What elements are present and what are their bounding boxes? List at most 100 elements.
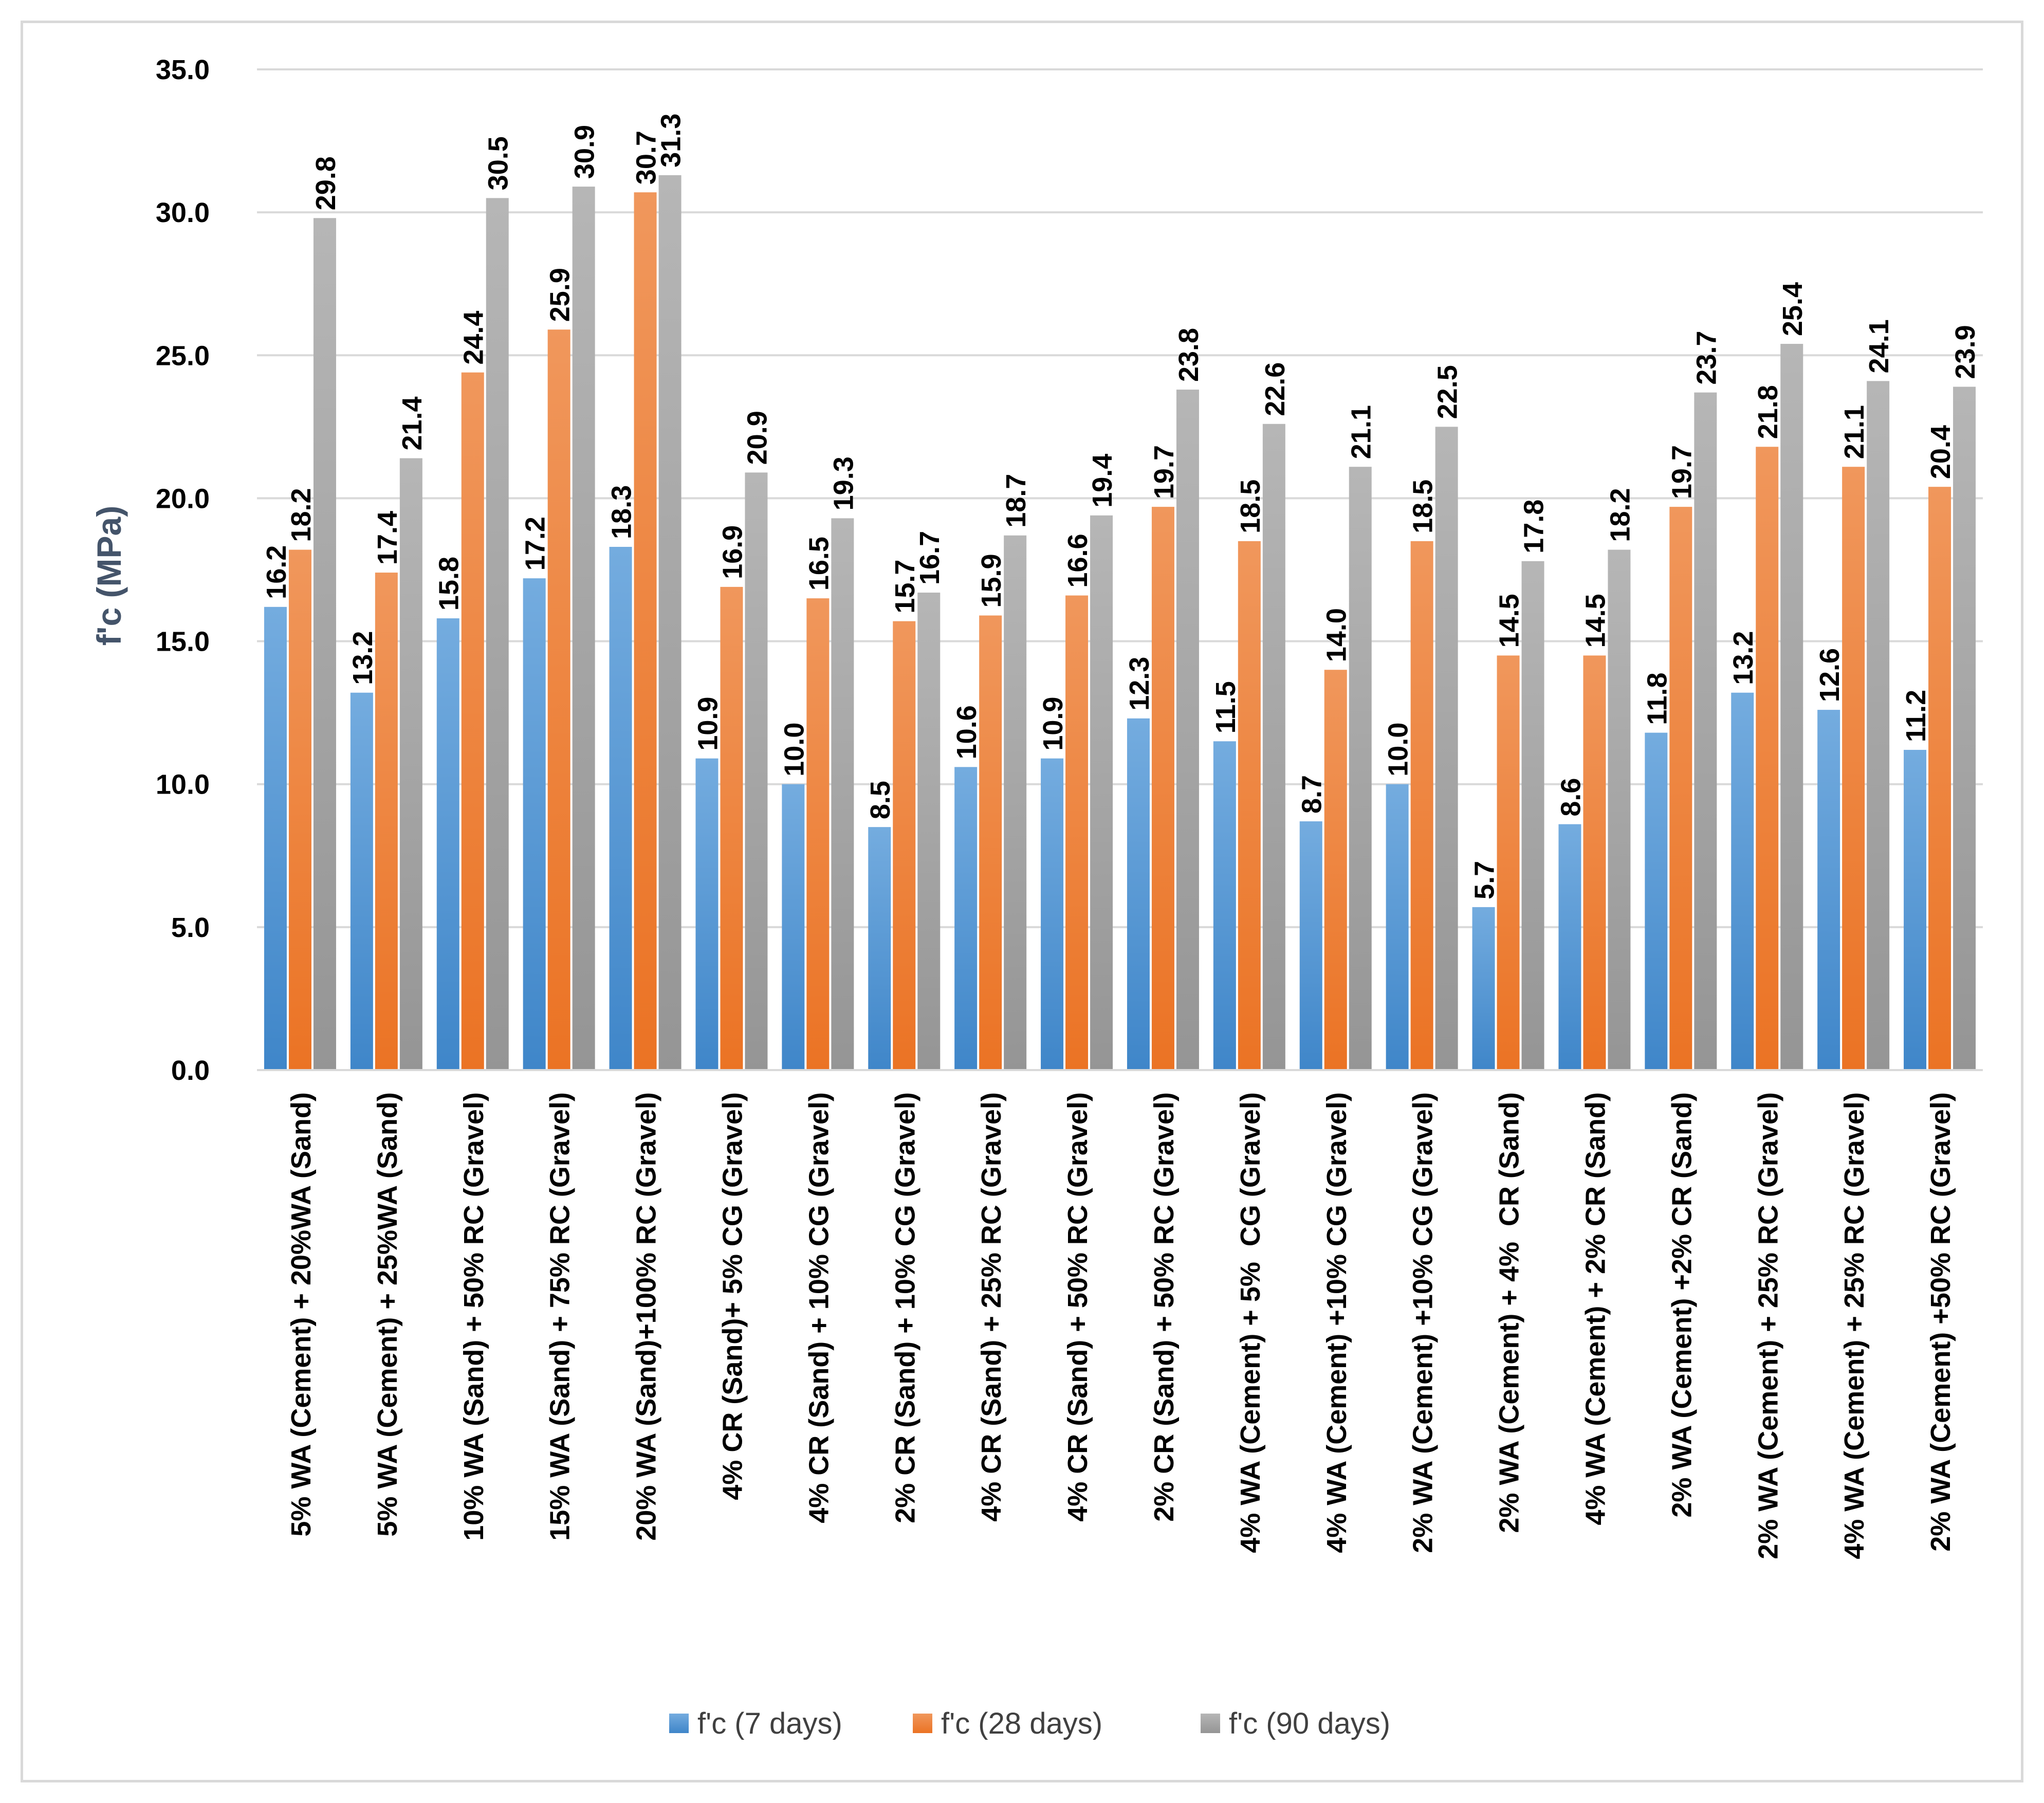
data-label-series-1-cat-11: 18.5 [1235,480,1266,533]
bar-series-0-cat-11 [1213,741,1236,1070]
data-label-series-1-cat-13: 18.5 [1408,480,1439,533]
data-label-series-1-cat-16: 19.7 [1666,445,1697,499]
bar-series-1-cat-1 [375,573,398,1070]
bar-series-1-cat-16 [1669,507,1692,1070]
bar-series-1-cat-7 [893,621,916,1070]
data-label-series-2-cat-15: 18.2 [1605,488,1635,542]
bar-series-1-cat-6 [806,598,830,1070]
data-label-series-1-cat-0: 18.2 [286,488,317,542]
bar-series-1-cat-3 [547,329,570,1070]
bar-series-0-cat-2 [436,618,459,1070]
data-label-series-0-cat-3: 17.2 [520,517,551,571]
x-tick-label: 2% WA (Cement) +10% CG (Gravel) [1408,1092,1439,1553]
data-label-series-0-cat-18: 12.6 [1814,648,1845,702]
bar-series-2-cat-5 [745,472,768,1071]
bar-series-1-cat-2 [461,372,484,1070]
x-tick-label: 4% WA (Cement) + 2% CR (Sand) [1580,1092,1611,1525]
bar-series-2-cat-18 [1867,381,1890,1070]
x-tick-label: 4% CR (Sand) + 25% RC (Gravel) [976,1092,1007,1522]
bar-series-0-cat-7 [868,827,891,1070]
data-label-series-1-cat-4: 30.7 [631,131,662,185]
bar-series-2-cat-13 [1435,427,1458,1070]
data-label-series-2-cat-4: 31.3 [656,114,687,168]
legend-swatch-2 [1201,1714,1220,1733]
legend-swatch-1 [913,1714,932,1733]
bar-series-2-cat-16 [1694,392,1717,1071]
bar-series-1-cat-13 [1410,541,1433,1070]
bar-series-1-cat-11 [1238,541,1261,1070]
bar-series-1-cat-8 [979,615,1002,1070]
data-label-series-2-cat-5: 20.9 [742,411,772,465]
y-tick-label: 5.0 [171,912,210,943]
data-label-series-0-cat-6: 10.0 [779,723,809,777]
bar-series-2-cat-3 [572,187,595,1070]
x-tick-label: 2% WA (Cement) +2% CR (Sand) [1666,1092,1697,1518]
y-axis-ticks: 0.0 5.0 10.0 15.0 20.0 25.0 30.0 35.0 [156,54,210,1086]
y-tick-label: 15.0 [156,627,210,657]
bar-series-0-cat-16 [1645,732,1668,1070]
data-label-series-1-cat-6: 16.5 [803,537,834,591]
bar-series-0-cat-17 [1731,692,1754,1070]
bar-series-0-cat-5 [695,758,719,1070]
data-label-series-2-cat-14: 17.8 [1519,500,1550,554]
data-label-series-2-cat-3: 30.9 [569,125,600,179]
bar-series-2-cat-12 [1349,467,1372,1071]
data-label-series-2-cat-16: 23.7 [1691,330,1722,384]
bar-series-1-cat-19 [1928,487,1951,1070]
legend-label-0: f'c (7 days) [697,1707,842,1740]
y-tick-label: 0.0 [171,1055,210,1086]
data-label-series-1-cat-8: 15.9 [976,554,1007,608]
data-label-series-2-cat-10: 23.8 [1173,328,1204,382]
data-label-series-2-cat-7: 16.7 [914,531,945,585]
x-tick-label: 10% WA (Sand) + 50% RC (Gravel) [458,1092,489,1541]
x-tick-label: 20% WA (Sand)+100% RC (Gravel) [631,1092,662,1541]
bar-series-2-cat-19 [1953,387,1976,1070]
x-tick-label: 2% WA (Cement) + 25% RC (Gravel) [1753,1092,1783,1559]
data-label-series-0-cat-19: 11.2 [1901,690,1931,742]
data-label-series-0-cat-13: 10.0 [1383,723,1414,777]
data-label-series-2-cat-17: 25.4 [1777,282,1808,336]
data-label-series-1-cat-12: 14.0 [1321,608,1352,662]
legend-label-2: f'c (90 days) [1229,1707,1390,1740]
bar-series-2-cat-6 [831,518,854,1070]
x-tick-label: 2% WA (Cement) + 4% CR (Sand) [1494,1092,1525,1533]
data-label-series-0-cat-8: 10.6 [951,705,982,759]
data-label-series-1-cat-2: 24.4 [458,311,489,365]
bar-series-0-cat-14 [1472,907,1495,1070]
x-tick-label: 15% WA (Sand) + 75% RC (Gravel) [545,1092,576,1541]
bar-series-1-cat-15 [1583,655,1606,1070]
data-label-series-0-cat-15: 8.6 [1555,778,1586,817]
data-label-series-0-cat-4: 18.3 [606,485,637,539]
data-label-series-0-cat-1: 13.2 [347,631,378,685]
bar-series-0-cat-8 [954,767,978,1070]
bar-series-1-cat-0 [288,549,311,1070]
y-tick-label: 35.0 [156,54,210,85]
data-label-series-2-cat-12: 21.1 [1346,405,1377,459]
data-label-series-0-cat-12: 8.7 [1297,775,1328,814]
legend: f'c (7 days) f'c (28 days) f'c (90 days) [669,1707,1390,1740]
data-label-series-0-cat-14: 5.7 [1469,861,1500,899]
data-label-series-1-cat-3: 25.9 [545,268,576,322]
bar-series-2-cat-9 [1090,515,1113,1071]
data-label-series-1-cat-19: 20.4 [1925,425,1956,479]
bar-series-1-cat-12 [1324,670,1347,1070]
data-label-series-0-cat-10: 12.3 [1124,657,1155,711]
bar-series-1-cat-18 [1842,467,1865,1071]
bar-series-2-cat-17 [1780,344,1803,1070]
data-label-series-2-cat-1: 21.4 [397,396,428,450]
bar-series-1-cat-10 [1151,507,1174,1070]
bar-series-2-cat-0 [313,218,336,1071]
bar-series-0-cat-0 [264,606,287,1070]
bar-series-2-cat-7 [917,593,941,1070]
bar-series-0-cat-1 [350,692,373,1070]
x-tick-label: 2% CR (Sand) + 50% RC (Gravel) [1149,1092,1180,1522]
x-tick-label: 4% CR (Sand) + 10% CG (Gravel) [803,1092,834,1523]
data-label-series-1-cat-17: 21.8 [1753,385,1783,439]
data-label-series-1-cat-18: 21.1 [1839,405,1870,459]
legend-label-1: f'c (28 days) [941,1707,1102,1740]
bar-series-0-cat-10 [1127,718,1150,1070]
bar-series-1-cat-9 [1065,595,1089,1070]
bars [264,175,1976,1071]
bar-series-0-cat-6 [782,784,805,1070]
